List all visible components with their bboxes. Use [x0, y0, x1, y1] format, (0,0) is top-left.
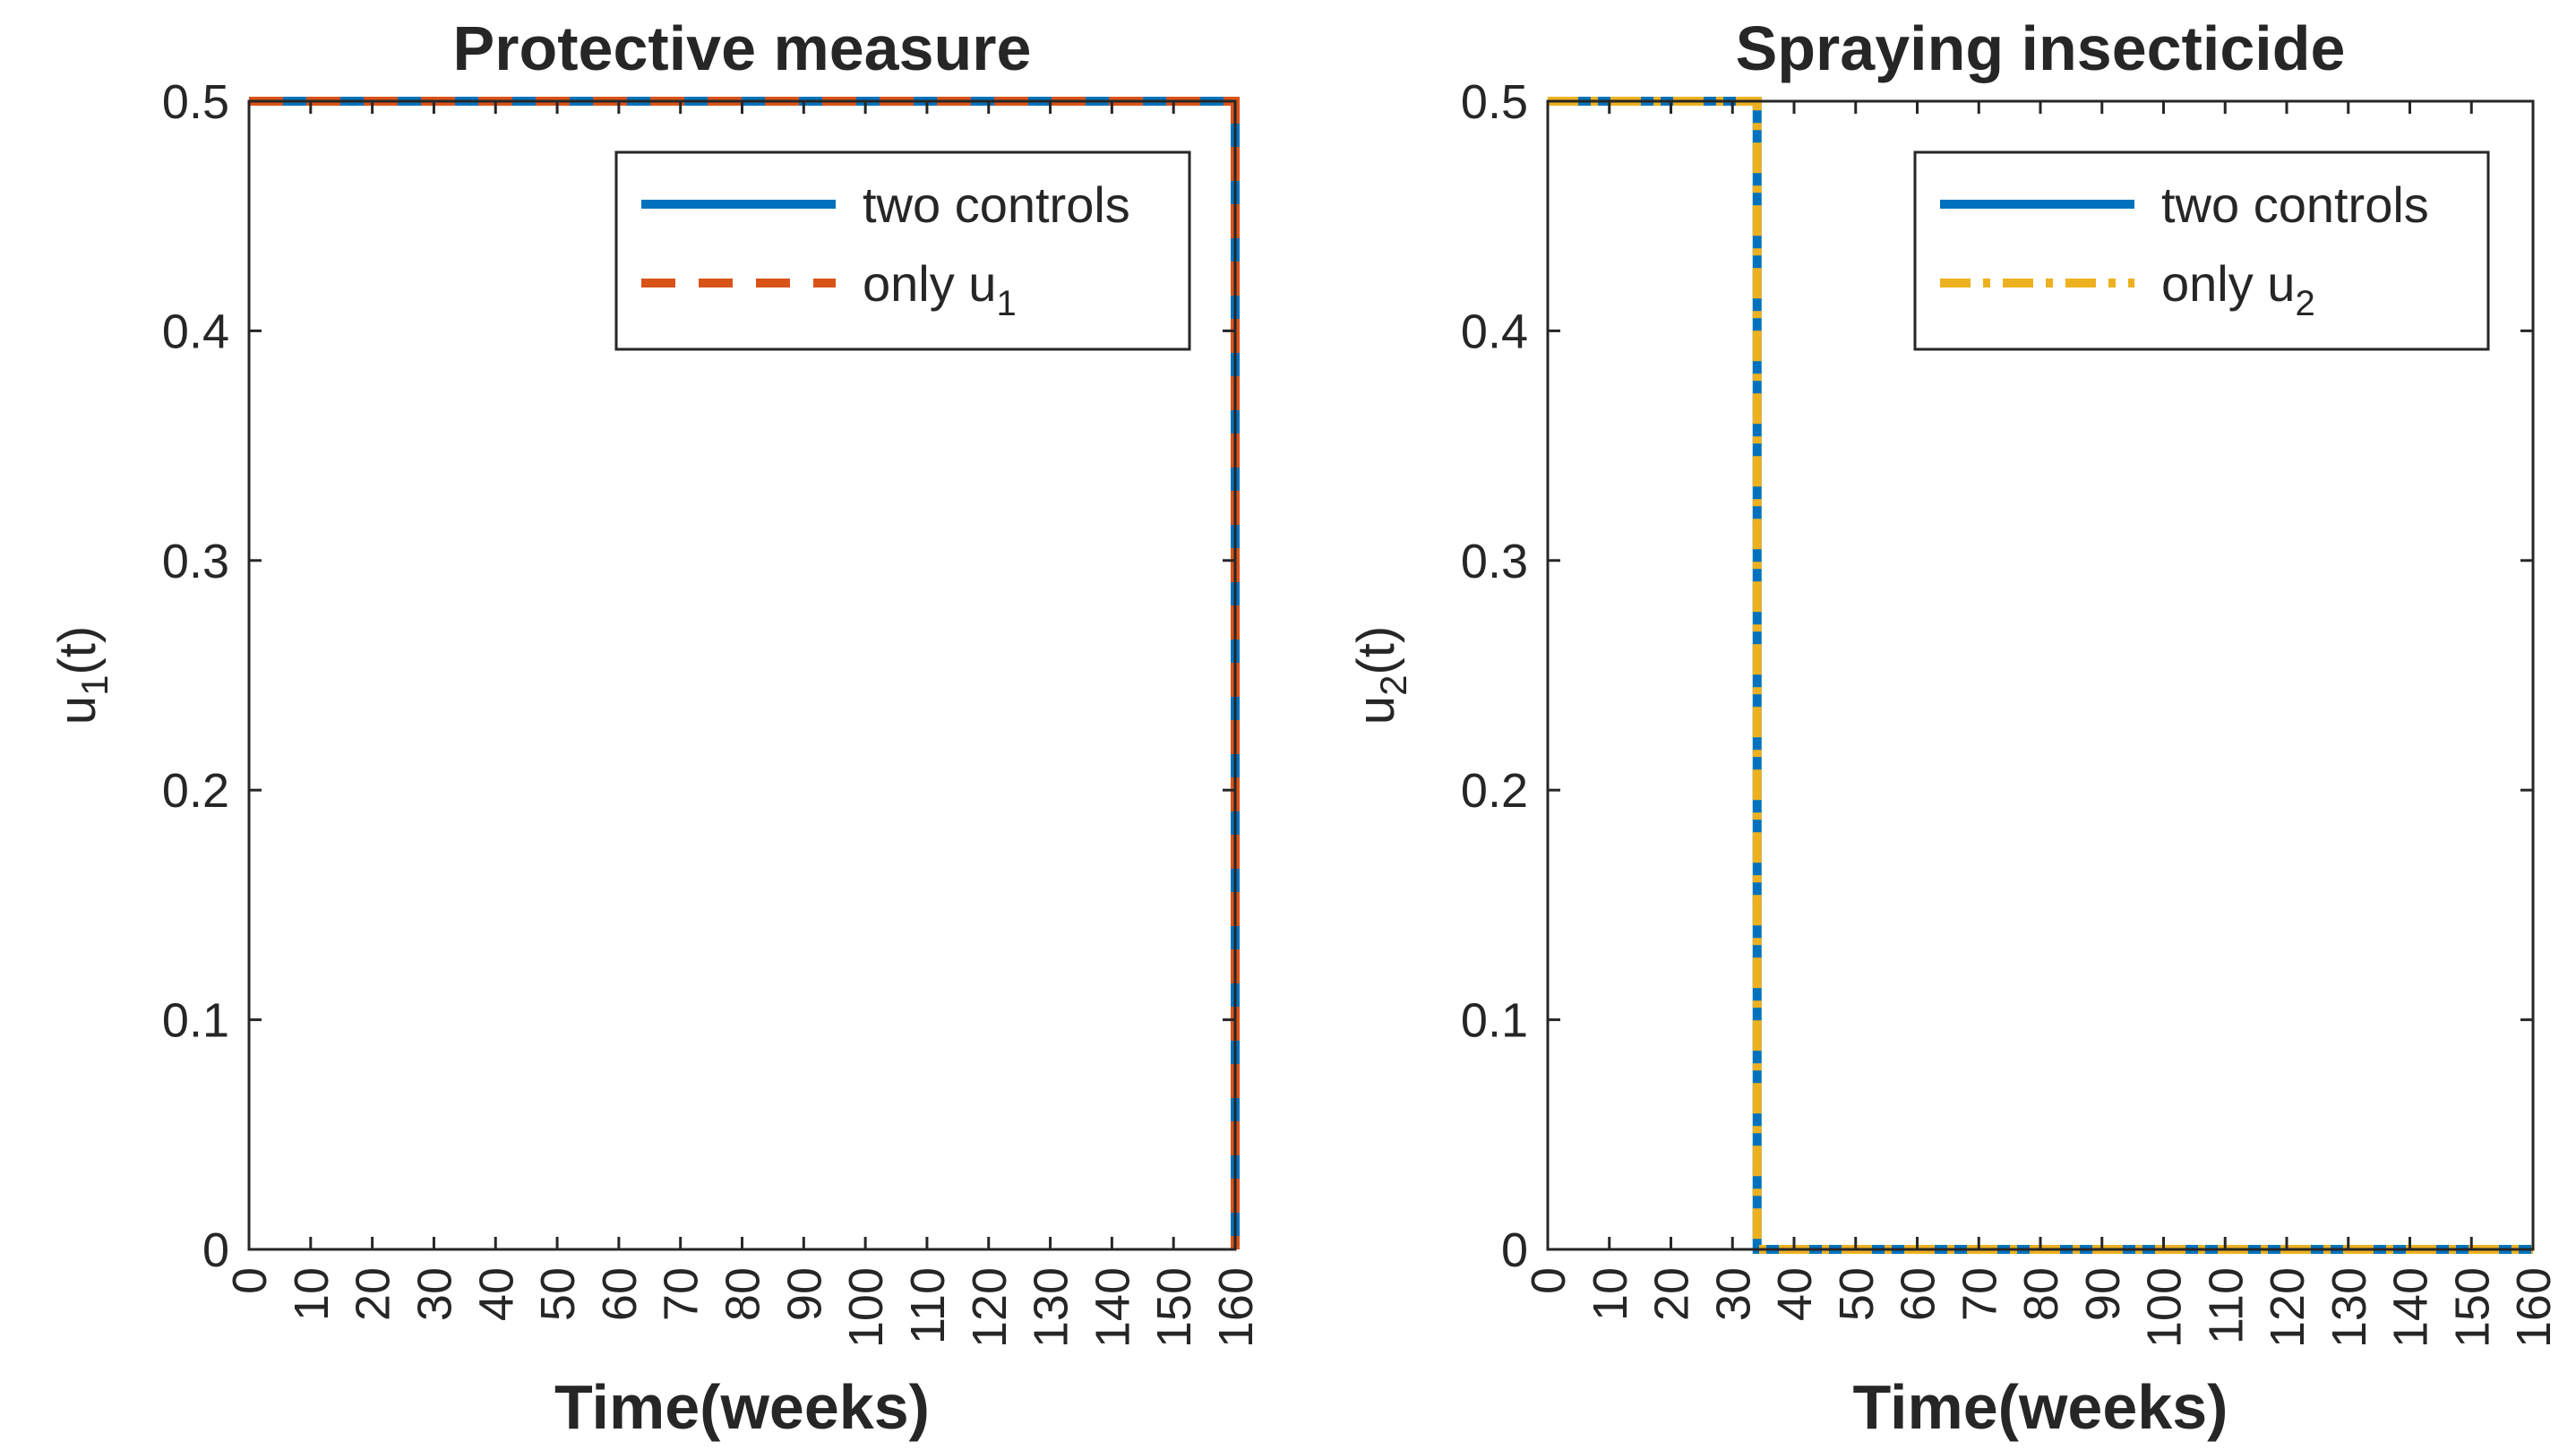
x-tick-label: 160 [1209, 1267, 1263, 1348]
legend-label-1: two controls [863, 176, 1130, 233]
y-tick-label: 0.1 [1461, 994, 1528, 1048]
x-tick-label: 120 [963, 1267, 1017, 1348]
x-tick-label: 100 [2138, 1267, 2192, 1348]
x-tick-label: 20 [1645, 1267, 1699, 1321]
legend-label-main: only u [2161, 255, 2295, 312]
legend-label-subscript: 1 [996, 284, 1016, 323]
y-tick-label: 0.4 [162, 305, 229, 358]
x-tick-label: 130 [2323, 1267, 2376, 1348]
chart-title: Spraying insecticide [1736, 13, 2346, 83]
x-tick-label: 20 [347, 1267, 400, 1321]
x-tick-label: 130 [1025, 1267, 1078, 1348]
x-tick-label: 100 [839, 1267, 893, 1348]
x-tick-label: 90 [2076, 1267, 2130, 1321]
x-tick-label: 30 [1706, 1267, 1760, 1321]
y-tick-label: 0.3 [162, 535, 229, 588]
chart-title: Protective measure [453, 13, 1032, 83]
legend: two controls only u1 [614, 150, 1191, 351]
x-tick-label: 50 [1830, 1267, 1884, 1321]
x-tick-label: 0 [1522, 1267, 1576, 1294]
x-tick-label: 140 [1086, 1267, 1139, 1348]
x-tick-label: 110 [2199, 1267, 2253, 1344]
y-label-subscript: 1 [73, 675, 116, 696]
y-tick-label: 0.5 [1461, 75, 1528, 129]
x-tick-label: 30 [408, 1267, 461, 1321]
x-tick-label: 140 [2384, 1267, 2438, 1348]
y-tick-label: 0.3 [1461, 535, 1528, 588]
y-label-suffix: (t) [1347, 626, 1405, 675]
x-tick-label: 150 [1147, 1267, 1201, 1348]
y-label-subscript: 2 [1372, 675, 1414, 696]
x-tick-label: 10 [285, 1267, 339, 1321]
legend-label-1: two controls [2161, 176, 2429, 233]
x-tick-label: 80 [2014, 1267, 2068, 1321]
legend-label-main: two controls [2161, 176, 2429, 233]
x-tick-label: 80 [717, 1267, 770, 1321]
legend-label-main: only u [863, 255, 996, 312]
x-tick-label: 50 [531, 1267, 585, 1321]
x-tick-label: 40 [469, 1267, 523, 1321]
y-axis-label: u1(t) [48, 626, 116, 725]
y-tick-label: 0.1 [162, 994, 229, 1048]
x-tick-label: 90 [777, 1267, 831, 1321]
x-tick-label: 60 [1892, 1267, 1945, 1321]
x-axis-label: Time(weeks) [1853, 1372, 2228, 1442]
chart-panel-2: 0 10 20 30 40 50 60 70 80 90 100 110 120 130 140 150 160… [1347, 13, 2561, 1442]
x-tick-label: 160 [2507, 1267, 2561, 1348]
legend-label-2: only u2 [2161, 255, 2315, 323]
legend-box [1913, 150, 2490, 351]
y-tick-label: 0 [202, 1223, 229, 1277]
y-label-main: u [1347, 696, 1405, 725]
y-tick-label: 0 [1501, 1223, 1528, 1277]
y-label-suffix: (t) [48, 626, 107, 675]
x-tick-label: 60 [593, 1267, 647, 1321]
y-label-main: u [48, 696, 107, 725]
y-tick-label: 0.5 [162, 75, 229, 129]
x-tick-label: 0 [223, 1267, 277, 1294]
y-tick-label: 0.2 [162, 764, 229, 818]
x-tick-label: 110 [901, 1267, 955, 1344]
x-tick-label: 10 [1584, 1267, 1637, 1321]
legend-label-2: only u1 [863, 255, 1017, 323]
legend-box [614, 150, 1191, 351]
y-axis-label: u2(t) [1347, 626, 1414, 725]
chart-panel-1: 0 10 20 30 40 50 60 70 80 90 100 110 120 130 140 150 160… [48, 13, 1263, 1442]
x-tick-label: 70 [655, 1267, 708, 1321]
legend-label-subscript: 2 [2295, 284, 2314, 323]
x-axis-label: Time(weeks) [554, 1372, 930, 1442]
x-tick-label: 120 [2261, 1267, 2314, 1348]
y-tick-label: 0.2 [1461, 764, 1528, 818]
legend: two controls only u2 [1913, 150, 2490, 351]
x-tick-label: 40 [1768, 1267, 1822, 1321]
legend-label-main: two controls [863, 176, 1130, 233]
y-tick-label: 0.4 [1461, 305, 1528, 358]
x-tick-label: 150 [2445, 1267, 2499, 1348]
x-tick-label: 70 [1953, 1267, 2006, 1321]
